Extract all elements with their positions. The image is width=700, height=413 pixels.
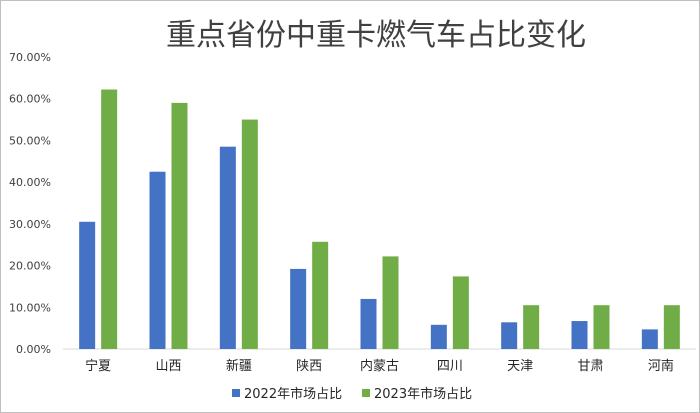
bar-2022-3	[290, 268, 307, 349]
bar-2022-5	[430, 324, 447, 349]
y-tick-label: 20.00%	[9, 260, 51, 273]
x-category-label: 四川	[437, 359, 463, 374]
x-category-label: 宁夏	[85, 358, 111, 374]
legend-label: 2022年市场占比	[244, 386, 342, 402]
y-tick-label: 60.00%	[9, 93, 51, 106]
y-axis: 0.00% 10.00% 20.00% 30.00% 40.00% 50.00% 60.00…	[9, 51, 51, 356]
bar-2023-1	[171, 102, 188, 349]
y-tick-label: 10.00%	[9, 301, 51, 314]
x-category-label: 内蒙古	[360, 358, 399, 374]
bar-2023-2	[241, 119, 258, 349]
bar-2022-7	[571, 321, 588, 349]
y-tick-label: 40.00%	[9, 176, 51, 189]
y-tick-label: 0.00%	[16, 343, 51, 356]
bar-2022-1	[149, 171, 166, 349]
bar-2023-0	[101, 89, 118, 349]
bars-group	[79, 89, 680, 349]
x-category-label: 山西	[155, 359, 181, 374]
chart-title: 重点省份中重卡燃气车占比变化	[166, 18, 586, 53]
bar-2022-0	[79, 221, 96, 349]
bar-2023-6	[523, 305, 540, 349]
x-category-label: 天津	[507, 359, 533, 374]
x-axis: 宁夏 山西 新疆 陕西 内蒙古 四川 天津 甘肃 河南	[85, 358, 674, 374]
x-category-label: 陕西	[296, 359, 322, 374]
legend: 2022年市场占比 2023年市场占比	[232, 386, 472, 402]
y-tick-label: 50.00%	[9, 134, 51, 147]
legend-swatch	[232, 389, 240, 397]
bar-2023-4	[382, 256, 399, 349]
bar-2022-4	[360, 298, 377, 349]
bar-2023-5	[452, 276, 469, 349]
x-category-label: 新疆	[226, 358, 252, 374]
bar-2022-6	[501, 322, 518, 349]
y-tick-label: 30.00%	[9, 218, 51, 231]
bar-2023-3	[312, 241, 329, 349]
y-tick-label: 70.00%	[9, 51, 51, 64]
x-category-label: 河南	[648, 358, 674, 374]
bar-2023-8	[663, 305, 680, 349]
legend-swatch	[362, 389, 370, 397]
bar-2022-8	[641, 329, 658, 349]
bar-2022-2	[219, 146, 236, 349]
legend-label: 2023年市场占比	[374, 386, 472, 402]
bar-2023-7	[593, 305, 610, 349]
x-category-label: 甘肃	[577, 359, 603, 374]
